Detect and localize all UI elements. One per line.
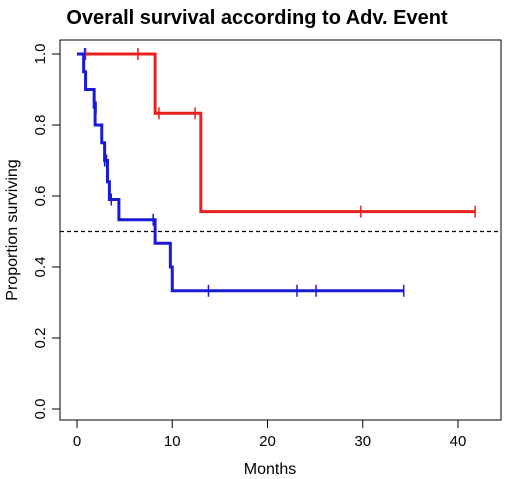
- x-tick-label: 40: [450, 433, 467, 450]
- x-axis-label: Months: [244, 461, 296, 478]
- x-tick-label: 20: [259, 433, 276, 450]
- y-tick-label: 0.8: [32, 115, 49, 136]
- x-tick-label: 0: [73, 433, 81, 450]
- y-tick-label: 0.4: [32, 257, 49, 278]
- survival-curve-1: [77, 52, 476, 214]
- y-tick-label: 1.0: [32, 44, 49, 65]
- x-tick-label: 30: [354, 433, 371, 450]
- survival-curve-2: [77, 52, 404, 293]
- y-axis-label: Proportion surviving: [4, 159, 21, 300]
- chart-title: Overall survival according to Adv. Event: [66, 7, 448, 29]
- y-tick-label: 0.0: [32, 399, 49, 420]
- x-tick-label: 10: [164, 433, 181, 450]
- series-layer: [77, 48, 476, 297]
- y-tick-label: 0.6: [32, 186, 49, 207]
- axes: 0 10 20 30 40 0.0 0.2 0.4 0.6 0.8 1.0: [32, 44, 466, 450]
- plot-frame: [59, 39, 502, 421]
- y-tick-label: 0.2: [32, 328, 49, 349]
